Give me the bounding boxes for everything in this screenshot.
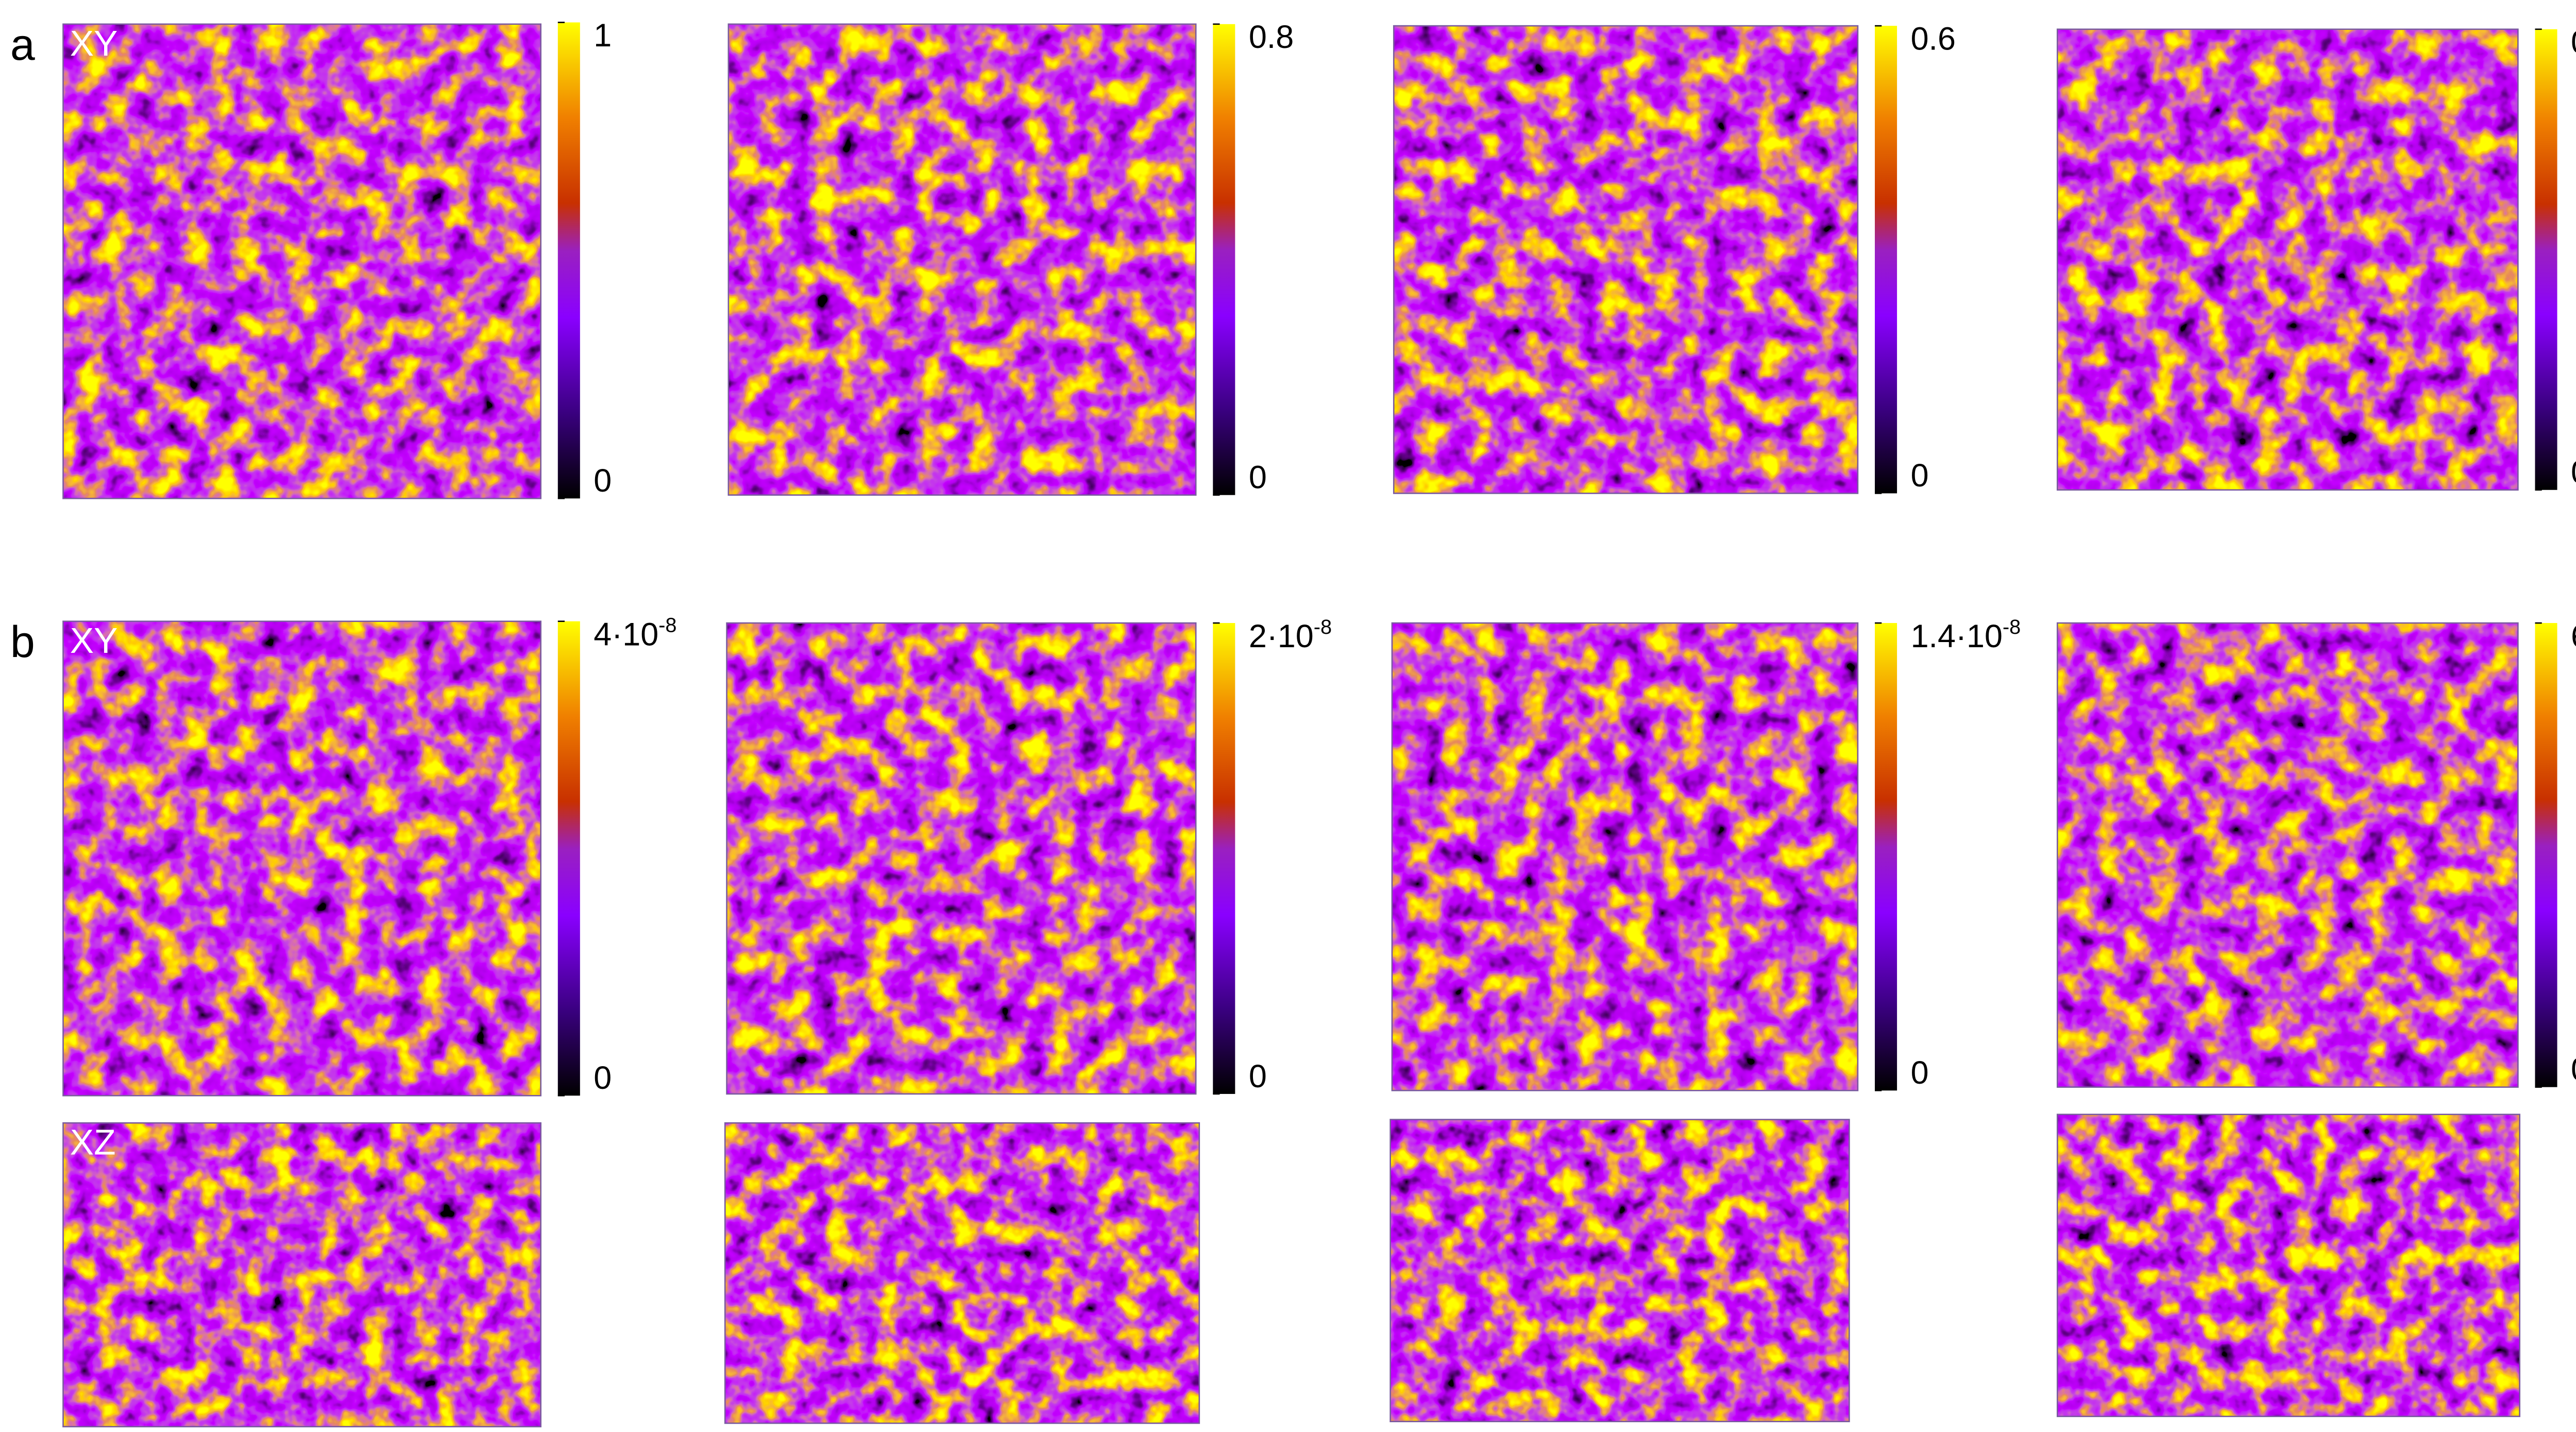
colorbar-tick-label: 2·10-8: [1249, 615, 1332, 654]
colorbar-tick-label: 1.4·10-8: [1911, 615, 2021, 654]
panel: 00.4: [2057, 24, 2576, 491]
colorbar-tick-label: 0: [2571, 454, 2576, 491]
image-border: [724, 1122, 1200, 1424]
heatmap-image: [2057, 623, 2518, 1087]
tick-label-mantissa: 4·10: [594, 616, 658, 652]
panel: 00.6: [1393, 21, 1956, 494]
heatmap-image: [63, 1123, 541, 1427]
image-border: [727, 23, 1197, 496]
heatmap-image: [1394, 26, 1858, 494]
heatmap-image: [726, 623, 1196, 1094]
colorbar-tick-label: 0.6: [1911, 21, 1956, 57]
image-border: [62, 23, 541, 499]
colorbar-tick-label: 0.8: [1249, 19, 1294, 55]
panel: XY a 0 1: [10, 18, 612, 499]
image-border: [726, 622, 1197, 1095]
heatmap-image: [1392, 623, 1858, 1091]
panel: XY XZ b 0 4·10-8: [10, 614, 677, 1427]
colorbar: [557, 621, 580, 1096]
heatmap-image: [63, 24, 541, 499]
heatmap-image: [725, 1123, 1199, 1424]
colorbar: [1875, 26, 1897, 494]
colorbar: [2535, 29, 2557, 490]
heatmap-image: [63, 621, 541, 1096]
view-label: XY: [70, 23, 118, 63]
image-border: [62, 620, 541, 1097]
colorbar: [557, 22, 580, 499]
panel-label: b: [10, 617, 35, 667]
panel: 0 6·10-9: [2057, 615, 2576, 1418]
colorbar-tick-label: 6·10-9: [2571, 615, 2576, 654]
colorbar-tick-label: 0.4: [2571, 24, 2576, 60]
image-border: [1389, 1119, 1850, 1423]
panel: 00.8: [727, 19, 1294, 496]
colorbar-tick-label: 0: [1911, 1055, 1929, 1091]
colorbar: [1213, 623, 1235, 1094]
view-label: XZ: [70, 1122, 116, 1163]
image-border: [2057, 1114, 2521, 1418]
colorbar-tick-label: 1: [594, 18, 612, 54]
heatmap-image: [2057, 1114, 2520, 1417]
image-border: [1393, 25, 1859, 494]
tick-label-exponent: -8: [1314, 615, 1332, 638]
image-border: [62, 1122, 541, 1427]
panel: 0 2·10-8: [724, 615, 1332, 1424]
tick-label-exponent: -8: [2003, 615, 2021, 638]
colorbar-tick-label: 0: [1911, 458, 1929, 494]
heatmap-image: [2057, 29, 2518, 490]
image-border: [1391, 622, 1859, 1091]
colorbar: [1875, 623, 1897, 1091]
panel: 0 1.4·10-8: [1389, 615, 2021, 1423]
colorbar-tick-label: 4·10-8: [594, 614, 676, 652]
panel-label: a: [10, 20, 35, 70]
view-label: XY: [70, 620, 118, 661]
heatmap-image: [728, 24, 1196, 495]
colorbar: [2535, 623, 2557, 1087]
tick-label-mantissa: 1.4·10: [1911, 618, 2003, 654]
colorbar-tick-label: 0: [1249, 1058, 1267, 1094]
colorbar-tick-label: 0: [2571, 1052, 2576, 1088]
colorbar-tick-label: 0: [594, 1060, 612, 1096]
colorbar-tick-label: 0: [594, 463, 612, 499]
colorbar: [1213, 24, 1235, 495]
image-border: [2057, 28, 2519, 491]
image-border: [2057, 622, 2519, 1088]
heatmap-image: [1390, 1119, 1850, 1422]
tick-label-exponent: -8: [658, 614, 676, 636]
colorbar-tick-label: 0: [1249, 460, 1267, 496]
tick-label-mantissa: 6·10: [2571, 618, 2576, 654]
tick-label-mantissa: 2·10: [1249, 618, 1314, 654]
